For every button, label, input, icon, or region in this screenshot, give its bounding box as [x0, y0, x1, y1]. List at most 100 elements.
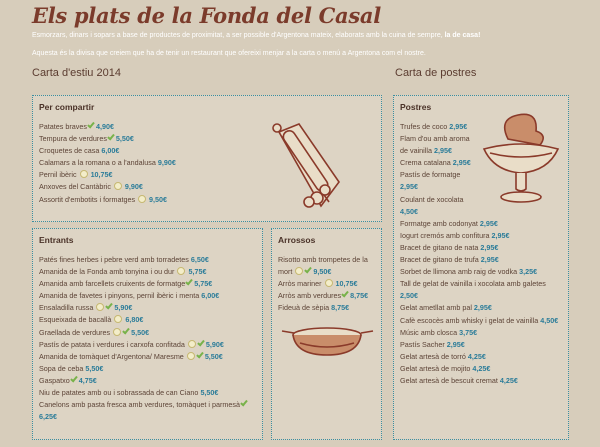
vegetarian-icon — [197, 338, 205, 347]
item-price: 4,75€ — [78, 375, 97, 385]
item-name: Amanida amb farcellets cruixents de form… — [39, 279, 186, 289]
item-name: Pastís Sacher — [400, 339, 445, 349]
item-name: Patates braves — [39, 122, 87, 131]
menu-item: Pastís Sacher 2,95€ — [400, 339, 562, 351]
section-title: Arrossos — [278, 235, 316, 245]
section-box: Per compartir Patates braves 4,90€ Tempur… — [32, 95, 382, 222]
vegetarian-icon — [105, 301, 114, 310]
vegetarian-icon — [185, 277, 194, 286]
menu-item: Gaspatxo 4,75€ — [39, 374, 256, 387]
menu-item: Músic amb closca 3,75€ — [400, 327, 562, 339]
menu-item: Amanida de la Fonda amb tonyina i ou dur… — [39, 266, 256, 278]
item-name: Amanida de tomàquet d'Argentona/ Maresme — [39, 351, 184, 361]
menu-item: Arròs amb verdures 8,75€ — [278, 289, 375, 302]
item-price: 6,00€ — [201, 291, 220, 301]
item-name: Gelat artesà de torró — [400, 351, 466, 361]
intro-text: Esmorzars, dinars i sopars a base de pro… — [32, 32, 443, 39]
menu-item: Croquetes de casa 6,00€ — [39, 145, 375, 157]
menu-item: Flam d'ou amb aroma de vainilla 2,95€ — [400, 133, 562, 157]
item-name: Sopa de ceba — [39, 363, 84, 373]
menu-item: Esqueixada de bacallà 6,80€ — [39, 314, 256, 326]
menu-item: Amanida de favetes i pinyons, pernil ibè… — [39, 290, 256, 302]
gluten-free-icon — [79, 170, 88, 179]
menu-item: Ensaladilla russa 5,90€ — [39, 301, 256, 314]
menu-item: Niu de patates amb ou i sobrassada de ca… — [39, 387, 256, 399]
gluten-free-icon — [138, 194, 147, 203]
item-name: Amanida de favetes i pinyons, pernil ibè… — [39, 291, 200, 301]
gluten-free-icon — [96, 303, 105, 312]
item-price: 6,25€ — [39, 412, 57, 422]
item-name: Gelat ametllat amb pal — [400, 303, 472, 313]
item-name: Pastís de formatge — [400, 170, 461, 180]
item-price: 5,50€ — [115, 134, 134, 144]
menu-item: Bracet de gitano de trufa 2,95€ — [400, 254, 562, 266]
item-price: 2,95€ — [480, 242, 499, 252]
item-name: Calamars a la romana o a l'andalusa — [39, 158, 156, 168]
item-name: Fideuà de sèpia — [278, 303, 330, 313]
menu-item: Trufes de coco 2,95€ — [400, 121, 562, 133]
section-title: Postres — [400, 102, 432, 112]
item-price: 4,50€ — [540, 315, 559, 325]
menu-item: Crema catalana 2,95€ — [400, 157, 562, 169]
section-title: Entrants — [39, 235, 74, 245]
menu-item: Cafè escocès amb whisky i gelat de vaini… — [400, 315, 562, 327]
item-name: Trufes de coco — [400, 122, 448, 131]
item-price: 6,80€ — [125, 315, 144, 325]
vegetarian-icon — [122, 326, 130, 335]
item-name: Coulant de xocolata — [400, 194, 464, 204]
item-name: Gelat artesà de mojito — [400, 363, 471, 373]
vegetarian-icon — [69, 374, 78, 383]
item-price: 5,75€ — [194, 279, 213, 289]
menu-item: Patates braves 4,90€ — [39, 120, 375, 133]
gluten-free-icon — [187, 339, 196, 348]
menu-item: Arròs mariner 10,75€ — [278, 278, 375, 290]
menu-item: Gelat artesà de bescuit cremat 4,25€ — [400, 375, 562, 387]
menu-item: Tempura de verdures 5,50€ — [39, 132, 375, 145]
item-price: 4,90€ — [95, 122, 114, 131]
item-price: 2,95€ — [491, 230, 510, 240]
item-name: Patés fines herbes i pebre verd amb torr… — [39, 255, 189, 264]
item-name: Assortit d'embotits i formatges — [39, 194, 136, 204]
item-name: Risotto amb trompetes de la mort — [278, 255, 368, 277]
item-name: Arròs amb verdures — [278, 291, 342, 301]
menu-item: Amanida amb farcellets cruixents de form… — [39, 277, 256, 290]
item-name: Bracet de gitano de nata — [400, 242, 479, 252]
menu-item: Bracet de gitano de nata 2,95€ — [400, 242, 562, 254]
paella-pan-illustration — [281, 327, 374, 356]
vegetarian-icon — [341, 289, 349, 298]
item-name: Tempura de verdures — [39, 134, 107, 144]
rolling-pin-illustration — [272, 123, 340, 208]
menu-item: Pastís de formatge 2,95€ — [400, 169, 562, 193]
item-price: 2,95€ — [479, 218, 498, 228]
item-name: Pernil ibèric — [39, 170, 77, 180]
item-name: Gaspatxo — [39, 375, 70, 385]
gluten-free-icon — [114, 315, 123, 324]
item-name: Canelons amb pasta fresca amb verdures, … — [39, 400, 240, 410]
item-price: 9,50€ — [313, 267, 332, 277]
item-name: Croquetes de casa — [39, 146, 100, 156]
item-name: Tall de gelat de vainilla i xocolata amb… — [400, 279, 546, 289]
item-price: 2,95€ — [449, 122, 468, 131]
gluten-free-icon — [177, 267, 186, 276]
item-price: 5,50€ — [131, 327, 150, 337]
sundae-illustration — [482, 113, 560, 203]
menu-item: Pernil ibèric 10,75€ — [39, 169, 375, 181]
intro: Esmorzars, dinars i sopars a base de pro… — [32, 32, 572, 39]
gluten-free-icon — [324, 279, 333, 288]
item-name: Gelat artesà de bescuit cremat — [400, 375, 498, 385]
item-price: 5,90€ — [205, 339, 224, 349]
item-name: Flam d'ou amb aroma de vainilla — [400, 134, 470, 156]
item-name: Formatge amb codonyat — [400, 218, 478, 228]
item-price: 5,75€ — [188, 267, 207, 277]
page-title: Els plats de la Fonda del Casal — [32, 3, 381, 28]
item-price: 4,50€ — [400, 206, 418, 216]
menu-item: Pastís de patata i verdures i carxofa co… — [39, 338, 256, 351]
item-name: Niu de patates amb ou i sobrassada de ca… — [39, 388, 199, 398]
item-name: Cafè escocès amb whisky i gelat de vaini… — [400, 315, 539, 325]
vegetarian-icon — [107, 132, 115, 141]
item-price: 2,95€ — [473, 303, 492, 313]
item-name: Crema catalana — [400, 158, 451, 168]
gluten-free-icon — [186, 351, 195, 360]
item-price: 5,50€ — [204, 351, 223, 361]
item-price: 4,25€ — [467, 351, 486, 361]
